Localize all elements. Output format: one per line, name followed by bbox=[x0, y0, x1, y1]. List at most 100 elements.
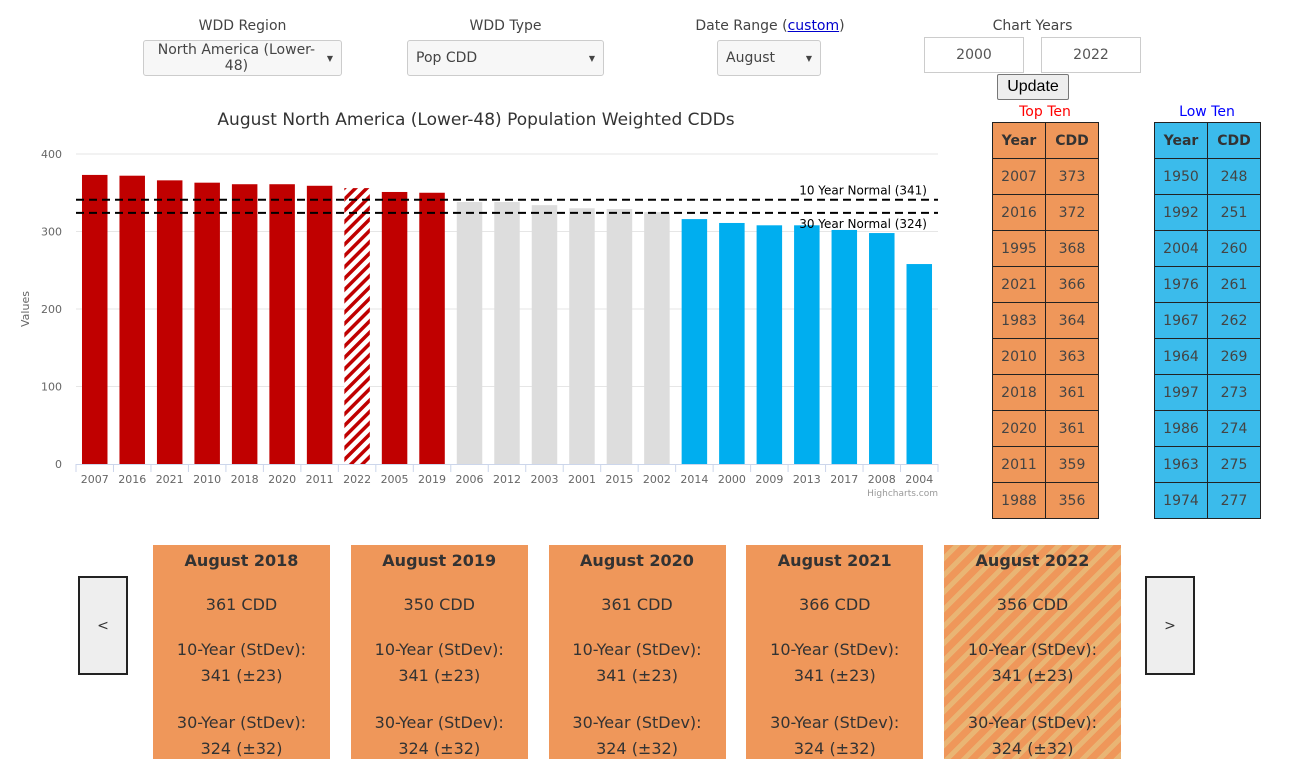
table-row: 1992 251 bbox=[1154, 194, 1261, 231]
card-thirty-label: 30-Year (StDev): bbox=[770, 713, 900, 732]
y-tick-label: 400 bbox=[41, 148, 62, 161]
card-cdd: 361 CDD bbox=[601, 595, 673, 614]
bar-2000 bbox=[719, 222, 745, 464]
card-ten-label: 10-Year (StDev): bbox=[770, 640, 900, 659]
month-summary-card: August 2020 361 CDD 10-Year (StDev): 341… bbox=[548, 545, 726, 759]
card-ten-label: 10-Year (StDev): bbox=[374, 640, 504, 659]
table-cell: 356 bbox=[1045, 482, 1099, 519]
table-row: 2016 372 bbox=[992, 194, 1099, 231]
card-title: August 2022 bbox=[975, 551, 1090, 570]
chart-title: August North America (Lower-48) Populati… bbox=[217, 110, 734, 130]
bar-2014 bbox=[681, 219, 708, 464]
table-cell: 361 bbox=[1045, 410, 1099, 447]
table-row: 2010 363 bbox=[992, 338, 1099, 375]
card-ten-label: 10-Year (StDev): bbox=[176, 640, 307, 659]
table-cell: 1995 bbox=[992, 230, 1046, 267]
table-cell: 368 bbox=[1045, 230, 1099, 267]
card-thirty-value: 324 (±32) bbox=[991, 739, 1074, 758]
reference-line-label: 10 Year Normal (341) bbox=[799, 184, 927, 198]
y-tick-label: 100 bbox=[41, 381, 62, 394]
end-year-input[interactable]: 2022 bbox=[1041, 37, 1141, 73]
table-cell: 275 bbox=[1207, 446, 1261, 483]
bar-2009 bbox=[756, 225, 783, 464]
table-cell: 2004 bbox=[1154, 230, 1208, 267]
bar-2020 bbox=[269, 184, 295, 464]
card-thirty-value: 324 (±32) bbox=[793, 739, 876, 758]
x-tick-label: 2004 bbox=[905, 473, 933, 486]
table-cell: 269 bbox=[1207, 338, 1261, 375]
x-tick-label: 2015 bbox=[605, 473, 633, 486]
custom-link[interactable]: custom bbox=[787, 18, 840, 34]
bar-2010 bbox=[194, 182, 220, 465]
x-tick-label: 2003 bbox=[530, 473, 558, 486]
table-row: 2018 361 bbox=[992, 374, 1099, 411]
highcharts-credit[interactable]: Highcharts.com bbox=[867, 489, 938, 499]
card-ten-value: 341 (±23) bbox=[991, 666, 1074, 685]
bar-2021 bbox=[156, 180, 183, 464]
x-tick-label: 2016 bbox=[118, 473, 146, 486]
table-cell: 1976 bbox=[1154, 266, 1208, 303]
table-row: 2021 366 bbox=[992, 266, 1099, 303]
bar-2007 bbox=[81, 174, 108, 465]
x-tick-label: 2000 bbox=[718, 473, 746, 486]
table-cell: 373 bbox=[1045, 158, 1099, 195]
type-select[interactable]: Pop CDD ▼ bbox=[407, 40, 604, 76]
bar-2005 bbox=[381, 191, 408, 464]
table-cell: 2011 bbox=[992, 446, 1046, 483]
region-value: North America (Lower-48) bbox=[157, 42, 316, 74]
card-ten-value: 341 (±23) bbox=[398, 666, 481, 685]
table-cell: 1988 bbox=[992, 482, 1046, 519]
table-cell: 1967 bbox=[1154, 302, 1208, 339]
card-cdd: 356 CDD bbox=[996, 595, 1069, 614]
x-tick-label: 2005 bbox=[381, 473, 409, 486]
table-cell: 359 bbox=[1045, 446, 1099, 483]
table-cell: 277 bbox=[1207, 482, 1261, 519]
start-year-input[interactable]: 2000 bbox=[924, 37, 1024, 73]
region-select[interactable]: North America (Lower-48) ▼ bbox=[143, 40, 342, 76]
date-range-select[interactable]: August ▼ bbox=[717, 40, 821, 76]
date-range-value: August bbox=[726, 50, 775, 66]
low-ten-title: Low Ten bbox=[1179, 104, 1235, 120]
table-row: 1950 248 bbox=[1154, 158, 1261, 195]
table-cell: 262 bbox=[1207, 302, 1261, 339]
card-ten-value: 341 (±23) bbox=[793, 666, 876, 685]
next-button[interactable]: > bbox=[1145, 576, 1195, 675]
x-tick-label: 2014 bbox=[680, 473, 708, 486]
table-row: 1988 356 bbox=[992, 482, 1099, 519]
table-row: 1997 273 bbox=[1154, 374, 1261, 411]
table-cell: 363 bbox=[1045, 338, 1099, 375]
table-cell: 251 bbox=[1207, 194, 1261, 231]
bar-2013 bbox=[794, 225, 820, 464]
table-row: 2020 361 bbox=[992, 410, 1099, 447]
card-title: August 2018 bbox=[184, 551, 299, 570]
table-row: 2004 260 bbox=[1154, 230, 1261, 267]
top-ten-table: Year CDD 2007 373 2016 372 1995 368 2021 366 1983 3… bbox=[992, 122, 1099, 519]
table-row: 1976 261 bbox=[1154, 266, 1261, 303]
prev-button[interactable]: < bbox=[78, 576, 128, 675]
table-row: 1964 269 bbox=[1154, 338, 1261, 375]
table-cell: 364 bbox=[1045, 302, 1099, 339]
table-cell: 1950 bbox=[1154, 158, 1208, 195]
table-row: 1967 262 bbox=[1154, 302, 1261, 339]
table-row: 1983 364 bbox=[992, 302, 1099, 339]
bar-2011 bbox=[306, 185, 333, 464]
bar-2016 bbox=[119, 175, 145, 464]
card-thirty-label: 30-Year (StDev): bbox=[572, 713, 702, 732]
table-cell: 2021 bbox=[992, 266, 1046, 303]
bar-2015 bbox=[606, 209, 633, 464]
table-cell: 2018 bbox=[992, 374, 1046, 411]
card-title: August 2021 bbox=[777, 551, 892, 570]
table-cell: 1986 bbox=[1154, 410, 1208, 447]
bar-2022 bbox=[344, 188, 370, 464]
bar-2018 bbox=[231, 184, 258, 464]
card-ten-value: 341 (±23) bbox=[200, 666, 283, 685]
caret-down-icon: ▼ bbox=[326, 53, 333, 63]
table-cell: 2007 bbox=[992, 158, 1046, 195]
type-label: WDD Type bbox=[469, 18, 542, 34]
card-title: August 2019 bbox=[382, 551, 497, 570]
update-button[interactable]: Update bbox=[997, 74, 1069, 100]
bar-2017 bbox=[831, 229, 858, 464]
y-tick-label: 200 bbox=[41, 303, 62, 316]
reference-line-label: 30 Year Normal (324) bbox=[799, 217, 927, 231]
card-ten-label: 10-Year (StDev): bbox=[967, 640, 1098, 659]
